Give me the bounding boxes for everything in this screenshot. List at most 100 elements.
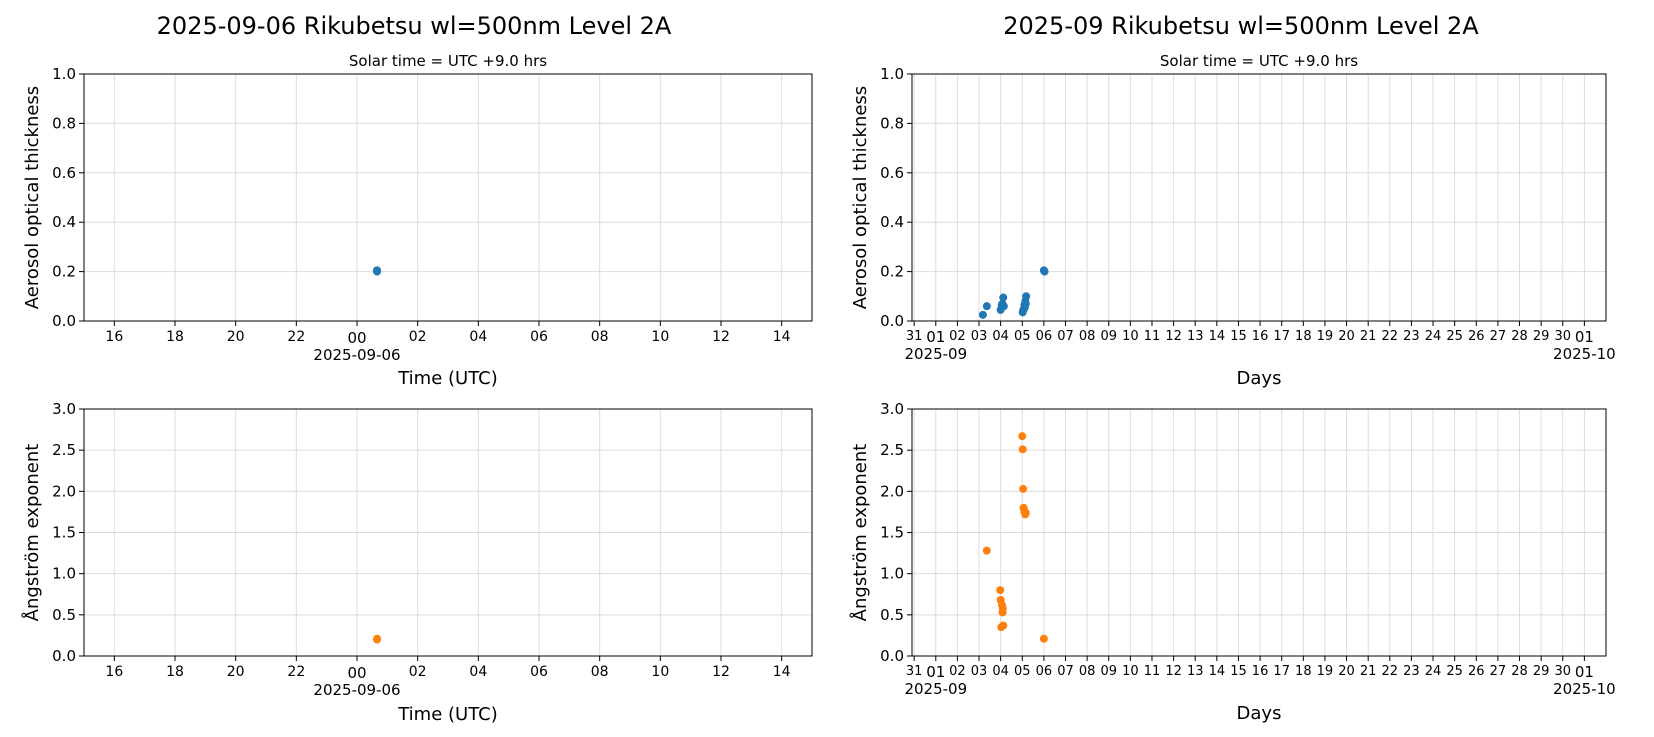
x-tick-label: 00 [347, 664, 366, 682]
x-tick-label: 10 [651, 664, 669, 680]
data-point [1021, 508, 1030, 517]
x-tick-label: 08 [591, 664, 609, 680]
y-tick-label: 0.6 [880, 164, 904, 182]
data-point [1021, 299, 1030, 308]
x-axis-label: Days [1237, 368, 1282, 389]
x-tick-label: 18 [1295, 664, 1312, 679]
y-tick-label: 1.0 [880, 565, 904, 583]
x-tick-label: 29 [1533, 329, 1550, 344]
y-tick-label: 0.8 [880, 114, 904, 132]
x-tick-label: 04 [992, 664, 1009, 679]
panel-title: 2025-09-06 Rikubetsu wl=500nm Level 2A [157, 12, 672, 40]
y-tick-label: 0.5 [52, 606, 76, 624]
data-point [1019, 484, 1028, 493]
x-tick-label: 05 [1014, 664, 1031, 679]
y-tick-label: 2.5 [880, 441, 904, 459]
x-tick-label: 08 [1079, 664, 1096, 679]
data-point [373, 635, 382, 644]
x-tick-label: 06 [530, 329, 548, 345]
x-tick-label: 16 [1252, 664, 1269, 679]
y-tick-label: 0.0 [880, 647, 904, 665]
x-tick-label: 26 [1468, 664, 1485, 679]
x-tick-label: 22 [287, 664, 305, 680]
x-month-label-right: 2025-10 [1553, 680, 1616, 698]
x-tick-label: 04 [992, 329, 1009, 344]
x-month-label-left: 2025-09 [904, 345, 967, 363]
x-tick-label: 03 [971, 329, 988, 344]
x-tick-label: 31 [906, 329, 923, 344]
data-point [1018, 445, 1027, 454]
x-tick-label: 20 [1338, 664, 1355, 679]
x-tick-label: 07 [1057, 664, 1074, 679]
x-tick-label: 23 [1403, 329, 1420, 344]
x-tick-label: 08 [1079, 329, 1096, 344]
data-point [978, 310, 987, 319]
x-axis-label: Time (UTC) [397, 368, 498, 389]
x-tick-label: 18 [166, 664, 184, 680]
plot-frame [83, 73, 813, 322]
x-tick-label: 01 [1575, 328, 1594, 346]
panel-ae-day: 0.0 0.5 1.0 1.5 2.0 2.5 3.0 16 18 20 22 002025-09-0… [21, 400, 813, 725]
y-tick-label: 1.0 [52, 65, 76, 83]
panel-aot-month: 2025-09 Rikubetsu wl=500nm Level 2A Sola… [850, 12, 1616, 389]
x-tick-label: 28 [1511, 329, 1528, 344]
x-tick-label: 01 [926, 328, 945, 346]
y-tick-label: 3.0 [52, 400, 76, 418]
x-tick-label: 13 [1187, 329, 1204, 344]
y-tick-label: 0.4 [880, 213, 904, 231]
data-point [982, 302, 991, 311]
x-tick-label: 09 [1100, 664, 1117, 679]
data-point [1022, 292, 1031, 301]
y-tick-label: 0.5 [880, 606, 904, 624]
x-tick-label: 21 [1360, 329, 1377, 344]
data-point [1040, 267, 1049, 276]
x-tick-label: 03 [971, 664, 988, 679]
x-month-label-left: 2025-09 [904, 680, 967, 698]
x-axis-label: Days [1237, 703, 1282, 724]
x-tick-label: 22 [1382, 664, 1399, 679]
y-tick-label: 0.0 [880, 312, 904, 330]
x-tick-label: 27 [1490, 329, 1507, 344]
x-tick-label: 14 [1209, 329, 1226, 344]
x-tick-label: 24 [1425, 329, 1442, 344]
panel-ae-month: 0.00.51.01.52.02.53.031 01 02 03 04 05 06 07 08 0… [849, 400, 1616, 724]
y-tick-label: 0.8 [52, 114, 76, 132]
x-tick-label: 20 [227, 664, 245, 680]
x-tick-label: 21 [1360, 664, 1377, 679]
y-axis-label: Ångström exponent [849, 444, 871, 622]
data-point [996, 586, 1005, 595]
data-point [998, 604, 1007, 613]
x-tick-label: 04 [469, 329, 487, 345]
y-axis-label: Aerosol optical thickness [22, 86, 43, 309]
y-axis-label: Ångström exponent [21, 444, 43, 622]
x-tick-label: 17 [1273, 664, 1290, 679]
y-tick-label: 0.4 [52, 213, 76, 231]
x-tick-label: 06 [1036, 329, 1053, 344]
x-tick-label: 10 [1122, 664, 1139, 679]
y-tick-label: 1.5 [52, 524, 76, 542]
x-tick-label: 25 [1446, 329, 1463, 344]
data-point [999, 302, 1008, 311]
x-tick-label: 02 [409, 664, 427, 680]
panel-subtitle: Solar time = UTC +9.0 hrs [1160, 52, 1358, 70]
data-point [373, 267, 382, 276]
y-tick-label: 1.0 [52, 565, 76, 583]
x-tick-label: 13 [1187, 664, 1204, 679]
y-tick-label: 0.0 [52, 647, 76, 665]
x-tick-label: 22 [1382, 329, 1399, 344]
y-tick-label: 1.0 [880, 65, 904, 83]
x-tick-label: 20 [227, 329, 245, 345]
data-point [999, 293, 1008, 302]
x-tick-label: 22 [287, 329, 305, 345]
x-tick-label: 19 [1317, 664, 1334, 679]
x-tick-label: 16 [105, 329, 123, 345]
x-tick-label: 15 [1230, 664, 1247, 679]
x-tick-label: 18 [1295, 329, 1312, 344]
y-tick-label: 0.6 [52, 164, 76, 182]
x-tick-label: 11 [1144, 664, 1161, 679]
x-tick-label: 12 [1165, 664, 1182, 679]
y-tick-label: 1.5 [880, 524, 904, 542]
x-tick-label: 27 [1490, 664, 1507, 679]
x-tick-label: 30 [1554, 664, 1571, 679]
x-tick-label: 12 [712, 329, 730, 345]
